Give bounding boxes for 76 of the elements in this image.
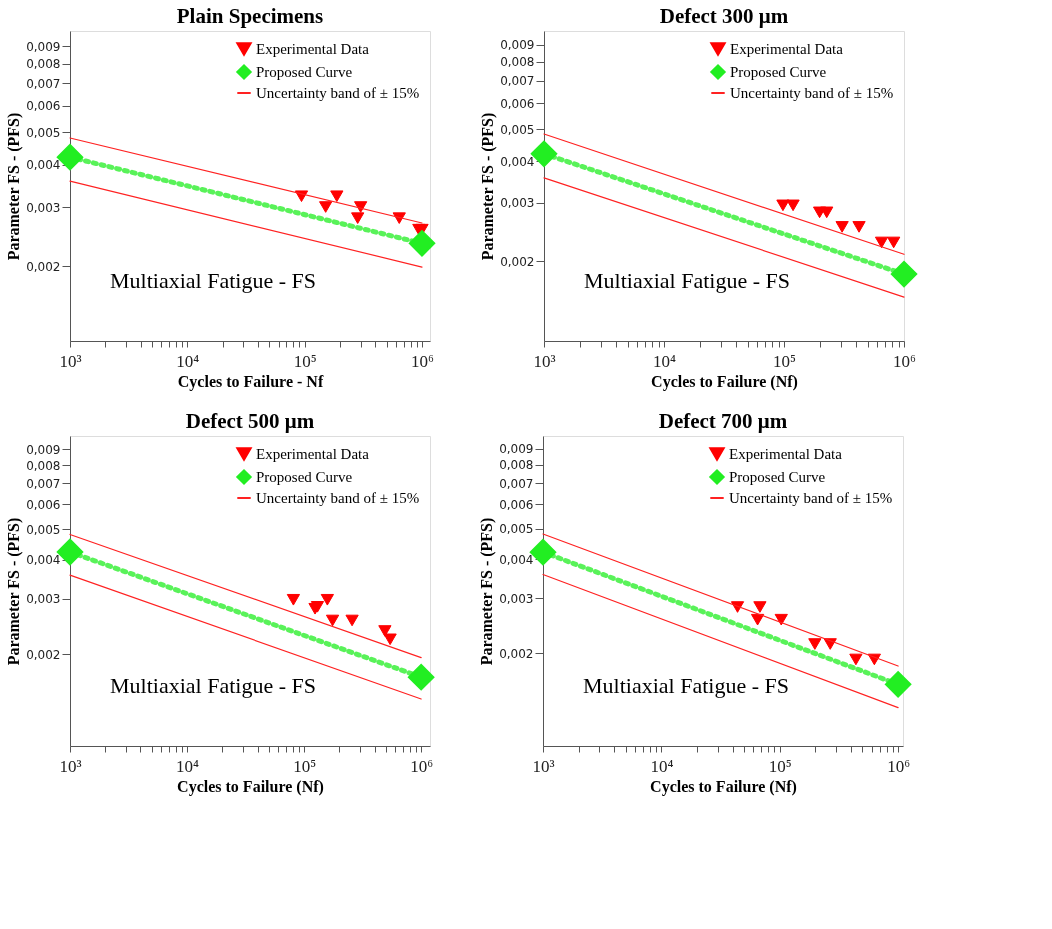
x-tick-label: 10³ (533, 351, 556, 371)
y-tick-label: 0,002 (26, 259, 61, 274)
annotation: Multiaxial Fatigue - FS (110, 673, 316, 698)
y-tick-label: 0,006 (26, 99, 61, 114)
y-tick-label: 0,006 (499, 497, 534, 512)
y-tick-label: 0,009 (26, 39, 61, 54)
x-tick-label: 10⁶ (410, 756, 434, 776)
x-tick-label: 10³ (59, 351, 82, 371)
y-tick-label: 0,003 (26, 592, 61, 607)
legend-label: Proposed Curve (256, 64, 353, 80)
y-tick-label: 0,005 (500, 122, 535, 137)
x-tick-label: 10⁴ (653, 351, 677, 371)
x-axis-title: Cycles to Failure (Nf) (177, 777, 324, 796)
legend-label: Proposed Curve (729, 469, 826, 485)
y-tick-label: 0,004 (500, 155, 535, 169)
legend-label: Uncertainty band of ± 15% (256, 490, 420, 506)
x-tick-label: 10⁵ (293, 756, 317, 776)
y-tick-label: 0,005 (26, 522, 61, 537)
x-axis-title: Cycles to Failure (Nf) (651, 372, 798, 391)
legend-label: Experimental Data (730, 41, 844, 57)
x-tick-label: 10⁶ (411, 351, 435, 371)
y-tick-label: 0,006 (500, 96, 535, 111)
annotation: Multiaxial Fatigue - FS (583, 673, 789, 698)
legend-label: Proposed Curve (730, 64, 827, 80)
y-tick-label: 0,008 (499, 458, 534, 473)
y-tick-label: 0,006 (26, 497, 61, 512)
y-tick-label: 0,008 (500, 55, 535, 70)
y-tick-label: 0,002 (499, 646, 534, 661)
y-tick-label: 0,009 (500, 38, 535, 53)
x-tick-label: 10³ (532, 756, 555, 776)
y-tick-label: 0,004 (26, 158, 61, 173)
chart-title: Plain Specimens (176, 4, 324, 28)
legend-label: Uncertainty band of ± 15% (256, 85, 420, 101)
y-tick-label: 0,002 (26, 647, 61, 662)
y-axis-title: Parameter FS - (PFS) (479, 112, 498, 261)
y-tick-label: 0,007 (500, 74, 535, 89)
chart-title: Defect 700 μm (658, 409, 788, 433)
y-tick-label: 0,008 (26, 458, 61, 473)
y-tick-label: 0,003 (499, 591, 534, 606)
x-axis-title: Cycles to Failure - Nf (177, 372, 324, 391)
x-tick-label: 10³ (59, 756, 82, 776)
x-tick-label: 10⁴ (176, 351, 200, 371)
legend-label: Experimental Data (729, 446, 843, 462)
y-tick-label: 0,007 (26, 76, 61, 91)
y-tick-label: 0,007 (499, 476, 534, 491)
x-tick-label: 10⁵ (768, 756, 792, 776)
x-tick-label: 10⁵ (293, 351, 317, 371)
x-tick-label: 10⁶ (887, 756, 911, 776)
legend-label: Experimental Data (256, 41, 370, 57)
legend-label: Experimental Data (256, 446, 370, 462)
y-tick-label: 0,008 (26, 57, 61, 72)
y-tick-label: 0,004 (26, 553, 61, 568)
y-tick-label: 0,003 (500, 196, 535, 211)
x-tick-label: 10⁴ (650, 756, 674, 776)
y-tick-label: 0,003 (26, 200, 61, 215)
x-tick-label: 10⁴ (176, 756, 200, 776)
y-axis-title: Parameter FS - (PFS) (5, 112, 24, 261)
chart-title: Defect 300 μm (659, 4, 789, 28)
y-axis-title: Parameter FS - (PFS) (478, 517, 497, 666)
x-tick-label: 10⁵ (773, 351, 797, 371)
annotation: Multiaxial Fatigue - FS (110, 268, 316, 293)
y-tick-label: 0,005 (26, 125, 61, 140)
x-axis-title: Cycles to Failure (Nf) (650, 777, 797, 796)
legend-label: Proposed Curve (256, 469, 353, 485)
y-tick-label: 0,004 (499, 552, 534, 567)
legend-label: Uncertainty band of ± 15% (729, 490, 893, 506)
x-tick-label: 10⁶ (893, 351, 917, 371)
y-tick-label: 0,009 (499, 442, 534, 457)
y-axis-title: Parameter FS - (PFS) (5, 517, 24, 666)
y-tick-label: 0,005 (499, 522, 534, 537)
y-tick-label: 0,009 (26, 442, 61, 457)
chart-title: Defect 500 μm (185, 409, 315, 433)
legend-label: Uncertainty band of ± 15% (730, 85, 894, 101)
y-tick-label: 0,007 (26, 476, 61, 491)
annotation: Multiaxial Fatigue - FS (584, 268, 790, 293)
y-tick-label: 0,002 (500, 254, 535, 269)
